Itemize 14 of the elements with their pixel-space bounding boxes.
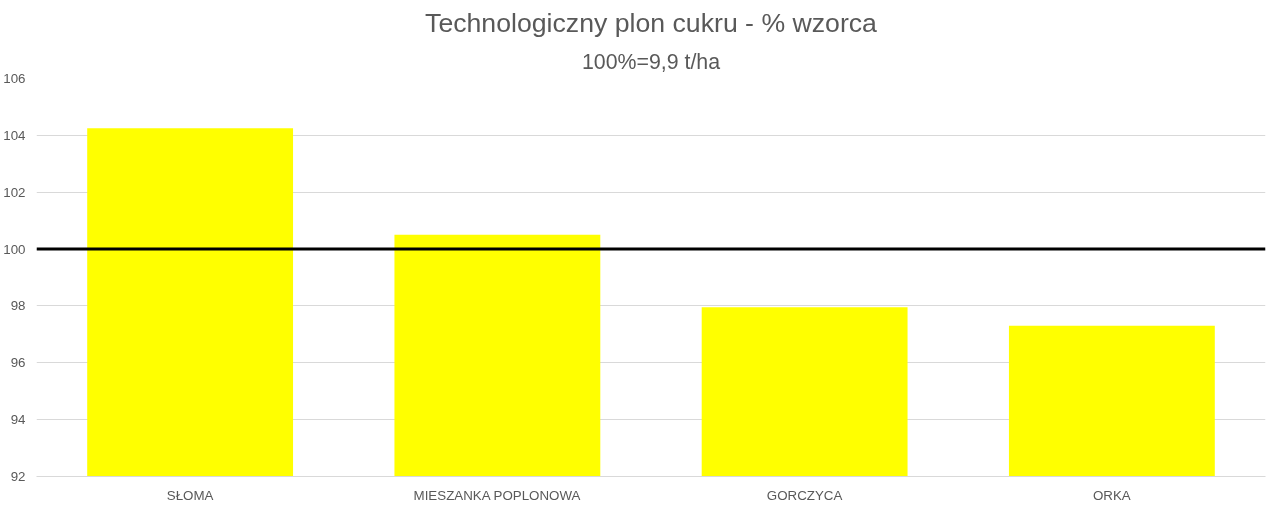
y-tick-label: 102	[3, 184, 26, 200]
x-tick-label: SŁOMA	[166, 487, 214, 503]
y-tick-label: 106	[3, 71, 26, 86]
chart-subtitle: 100%=9,9 t/ha	[581, 49, 721, 74]
y-tick-label: 96	[10, 355, 26, 371]
x-tick-label: ORKA	[1092, 487, 1131, 503]
y-tick-label: 94	[10, 412, 27, 428]
x-tick-label: MIESZANKA POPLONOWA	[413, 487, 581, 503]
y-tick-label: 104	[3, 127, 27, 143]
y-tick-label: 100	[3, 241, 26, 257]
chart-title: Technologiczny plon cukru - % wzorca	[425, 7, 878, 38]
x-tick-label: GORCZYCA	[766, 487, 843, 503]
y-tick-label: 92	[10, 469, 26, 484]
y-tick-label: 98	[10, 298, 26, 314]
